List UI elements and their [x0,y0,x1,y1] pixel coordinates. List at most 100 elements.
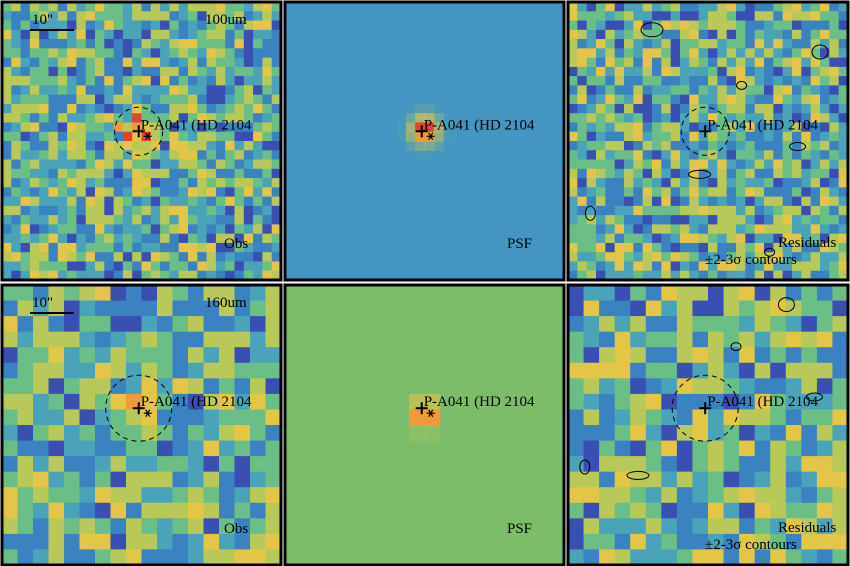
pixel [215,270,226,281]
pixel [250,471,267,488]
pixel [820,205,830,216]
pixel [652,196,662,207]
pixel [203,471,220,488]
pixel [95,48,105,59]
pixel [169,131,180,142]
pixel [48,242,59,253]
pixel [652,2,662,12]
pixel [271,141,282,151]
pixel [206,20,217,31]
pixel [104,57,115,68]
pixel [48,285,65,302]
pixel [262,205,273,216]
pixel [726,233,737,244]
pixel [67,233,77,244]
pixel [215,150,226,161]
pixel [680,103,690,114]
pixel [169,150,180,161]
pixel [689,196,700,207]
pixel [676,425,694,442]
pixel [39,205,50,216]
pixel [832,378,849,395]
pixel [708,471,725,488]
pixel [599,393,616,411]
pixel [188,205,198,216]
pixel [150,159,161,170]
pixel [820,48,830,59]
pixel [754,518,771,535]
pixel [726,196,737,207]
pixel [206,215,217,225]
pixel [79,502,96,519]
pixel [150,48,161,59]
pixel [95,409,112,426]
pixel [605,122,616,133]
pixel [624,76,634,86]
pixel [2,316,19,333]
pixel [169,215,180,225]
pixel [583,471,600,488]
pixel [583,393,600,411]
pixel [160,2,170,12]
pixel [225,122,236,133]
pixel [11,205,22,216]
pixel [39,103,50,114]
pixel [708,261,718,272]
pixel [262,261,273,272]
pixel [113,141,124,151]
pixel [645,316,662,333]
pixel [652,113,662,124]
pixel [253,57,263,68]
pixel [250,393,267,411]
pixel [810,242,821,253]
pixel [764,113,774,124]
pixel [661,103,672,114]
pixel [234,39,245,49]
pixel [698,196,709,207]
pixel [708,533,725,551]
pixel [614,113,625,124]
pixel [577,252,588,263]
pixel [20,187,31,198]
contour [688,169,712,179]
pixel [271,29,282,40]
pixel [838,252,849,263]
pixel [614,48,625,59]
pixel [113,252,124,263]
pixel [197,141,208,151]
pixel [792,48,802,59]
pixel [57,94,68,105]
pixel [770,409,787,426]
pixel [605,159,616,170]
pixel [661,533,678,551]
pixel [624,261,634,272]
pixel [265,409,282,426]
pixel [661,487,678,504]
pixel [642,2,653,12]
pixel [197,215,208,225]
pixel [838,150,849,161]
pixel [717,94,728,105]
pixel [754,57,765,68]
pixel [599,456,616,473]
pixel [770,533,787,551]
pixel [624,205,634,216]
pixel [57,66,68,77]
pixel [2,233,12,244]
pixel [271,252,282,263]
pixel [11,233,22,244]
pixel [2,362,19,379]
pixel [122,20,133,31]
pixel [234,252,245,263]
pixel [773,2,784,12]
pixel [605,85,616,96]
pixel [79,300,96,317]
pixel [169,85,180,96]
pixel [48,471,65,488]
pixel [39,94,50,105]
pixel [736,39,746,49]
pixel [11,242,22,253]
pixel [745,159,756,170]
pixel [838,85,849,96]
pixel [48,187,59,198]
